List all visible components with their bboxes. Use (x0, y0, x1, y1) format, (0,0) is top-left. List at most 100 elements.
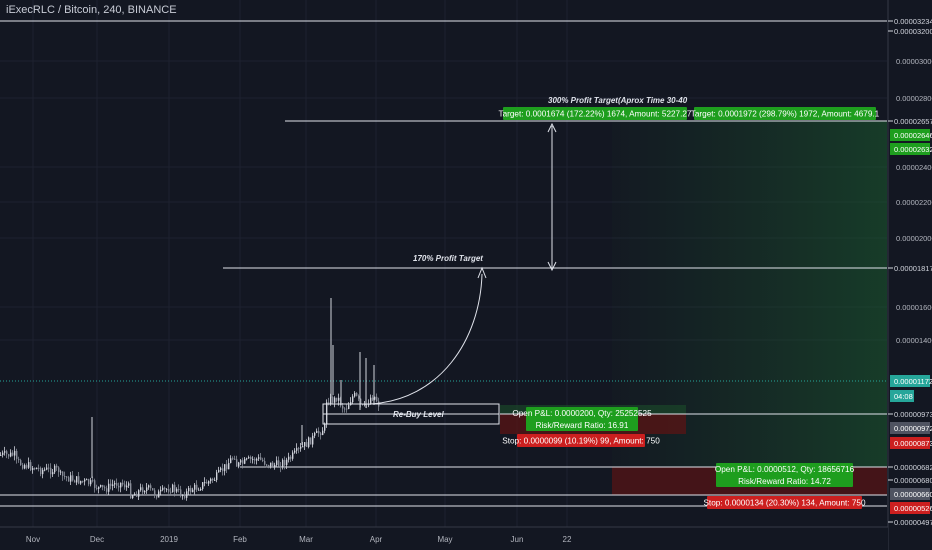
price-label-bg-10 (890, 437, 930, 449)
candle-body-74 (74, 480, 76, 483)
candle-body-106 (106, 488, 108, 492)
candle-body-34 (34, 468, 36, 470)
candle-body-232 (232, 458, 234, 460)
candle-body-90 (90, 480, 92, 485)
candle-body-18 (18, 458, 20, 461)
price-label-6: 0.00001172 (894, 377, 932, 386)
candle-body-274 (274, 464, 276, 467)
candle-body-300 (300, 446, 302, 449)
price-tick-3: 0.00002200 (896, 198, 932, 207)
price-label-0: 0.00003234 (894, 17, 932, 26)
time-tick-4: Mar (299, 535, 313, 544)
candle-body-44 (44, 469, 46, 471)
candle-body-110 (110, 483, 112, 486)
candle-body-120 (120, 482, 122, 488)
time-tick-8: 22 (563, 535, 572, 544)
curve-arrowhead (477, 266, 487, 279)
candle-body-228 (228, 463, 230, 470)
candle-body-72 (72, 475, 74, 481)
candle-body-168 (168, 489, 170, 492)
candle-body-328 (328, 402, 330, 405)
annotation-300-target: 300% Profit Target(Aprox Time 30-40 (548, 96, 688, 105)
candle-body-236 (236, 459, 238, 467)
time-tick-7: Jun (511, 535, 524, 544)
candle-body-260 (260, 457, 262, 460)
candle-body-298 (298, 448, 300, 450)
candle-body-30 (30, 462, 32, 470)
candle-body-2 (2, 452, 4, 455)
price-label-bg-7 (890, 390, 914, 402)
candle-body-0 (0, 454, 2, 456)
candle-body-372 (372, 397, 374, 400)
candle-body-146 (146, 487, 148, 491)
position1-target-label-bg (503, 107, 687, 120)
candle-body-196 (196, 484, 198, 490)
candle-body-250 (250, 457, 252, 460)
candle-body-188 (188, 487, 190, 492)
position2-stop-label-bg (707, 496, 862, 509)
candle-body-338 (338, 397, 340, 401)
candle-body-234 (234, 458, 236, 460)
candle-body-38 (38, 467, 40, 469)
candle-body-16 (16, 450, 18, 459)
candle-body-144 (144, 490, 146, 493)
price-label-1: 0.00003200 (894, 27, 932, 36)
candle-body-46 (46, 467, 48, 470)
candle-body-270 (270, 462, 272, 467)
candle-body-238 (238, 462, 240, 467)
candle-body-130 (130, 483, 132, 499)
candle-body-174 (174, 484, 176, 492)
price-tick-0: 0.00003000 (896, 57, 932, 66)
candle-body-178 (178, 489, 180, 491)
candle-body-80 (80, 480, 82, 484)
candle-body-248 (248, 457, 250, 459)
candle-body-92 (92, 480, 94, 482)
candle-body-86 (86, 479, 88, 481)
candle-body-304 (304, 442, 306, 447)
price-tick-1: 0.00002800 (896, 94, 932, 103)
candle-body-288 (288, 456, 290, 460)
price-label-7: 04:08 (894, 392, 913, 401)
price-label-bg-9 (890, 422, 930, 434)
candle-body-190 (190, 487, 192, 493)
candle-body-28 (28, 462, 30, 468)
price-label-bg-13 (890, 488, 930, 500)
candle-body-126 (126, 485, 128, 488)
candle-body-180 (180, 489, 182, 497)
candle-body-210 (210, 478, 212, 482)
position2-pnl-label-line-0: Open P&L: 0.0000512, Qty: 18656716 (715, 465, 855, 474)
candle-body-172 (172, 484, 174, 493)
candle-body-314 (314, 432, 316, 436)
candle-body-252 (252, 458, 254, 460)
candle-body-352 (352, 396, 354, 403)
candle-body-348 (348, 405, 350, 409)
position1-target-label-line-0: Target: 0.0001674 (172.22%) 1674, Amount… (498, 110, 691, 119)
candle-body-98 (98, 486, 100, 489)
candle-body-224 (224, 464, 226, 472)
candle-body-312 (312, 435, 314, 445)
candle-body-128 (128, 483, 130, 486)
candle-body-268 (268, 465, 270, 467)
candle-body-112 (112, 484, 114, 486)
candle-body-118 (118, 485, 120, 488)
candle-body-182 (182, 494, 184, 497)
candle-body-134 (134, 493, 136, 496)
candle-body-114 (114, 483, 116, 485)
price-label-13: 0.00000660 (894, 490, 932, 499)
candle-body-152 (152, 488, 154, 491)
candle-body-68 (68, 477, 70, 482)
candle-body-108 (108, 483, 110, 492)
candle-body-42 (42, 469, 44, 475)
price-label-10: 0.00000873 (894, 439, 932, 448)
price-label-5: 0.00001817 (894, 264, 932, 273)
candle-body-166 (166, 489, 168, 491)
candle-body-310 (310, 437, 312, 445)
time-tick-2: 2019 (160, 535, 178, 544)
candle-body-202 (202, 482, 204, 489)
position1-pnl-label-line-1: Risk/Reward Ratio: 16.91 (536, 421, 629, 430)
candle-body-176 (176, 489, 178, 492)
price-label-9: 0.00000972 (894, 424, 932, 433)
candle-body-284 (284, 459, 286, 466)
